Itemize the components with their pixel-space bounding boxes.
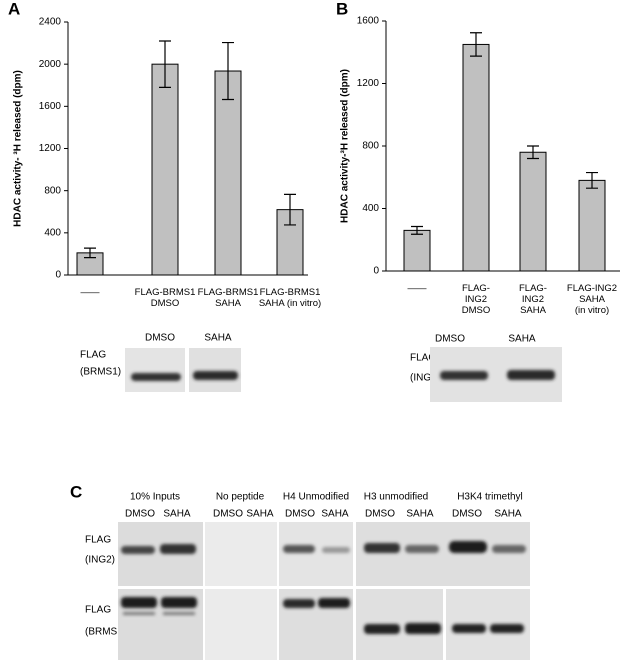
gel [118,522,530,660]
lane-label: DMSO [125,509,155,520]
lane-label: DMSO [365,509,395,520]
bar [462,43,490,272]
bar [151,63,179,276]
lane-label: DMSO [145,333,175,344]
gel [430,347,562,402]
x-tick-label: —— [80,287,100,298]
lane-label: SAHA [494,509,522,520]
y-tick-label: 2400 [39,17,62,28]
error-bar [284,193,296,226]
x-tick-label: FLAG- ING2 SAHA [519,283,547,316]
x-tick-label: FLAG-BRMS1 DMSO [134,287,196,309]
x-tick-label: FLAG-ING2 SAHA (in vitro) [566,283,618,316]
panel-letter: C [70,482,82,501]
panel-letter: A [8,0,20,18]
lane-label: SAHA [406,509,434,520]
y-tick-label: 1200 [357,78,380,89]
group-label: H4 Unmodified [283,492,349,503]
error-bar [222,41,234,101]
error-bar [159,40,171,88]
y-tick-label: 0 [55,270,61,281]
error-bar [527,145,539,160]
y-tick-label: 1600 [39,101,62,112]
row-label: FLAG [85,605,111,616]
error-bar [470,32,482,57]
lane-label: SAHA [246,509,274,520]
lane-label: DMSO [285,509,315,520]
lane-label: DMSO [452,509,482,520]
row-label: (BRMS1) [80,367,121,378]
group-label: 10% Inputs [130,492,180,503]
row-label: FLAG [410,353,436,364]
lane-label: SAHA [508,334,536,345]
y-tick-label: 1600 [357,16,380,27]
lane-label: SAHA [204,333,232,344]
y-axis-title: HDAC activity-³H released (dpm) [340,69,351,223]
row-label: (BRMS1) [85,627,126,638]
lane-label: DMSO [213,509,243,520]
gel [125,348,241,392]
panel-letter: B [336,0,348,18]
y-tick-label: 0 [373,266,379,277]
bar [403,229,431,272]
row-label: FLAG [85,535,111,546]
bar [214,70,242,276]
y-tick-label: 2000 [39,59,62,70]
group-label: H3 unmodified [364,492,428,503]
group-label: No peptide [216,492,265,503]
lane-label: SAHA [163,509,191,520]
error-bar [586,171,598,189]
error-bar [411,225,423,235]
x-tick-label: FLAG-BRMS1 SAHA (in vitro) [258,287,322,309]
x-tick-label: FLAG-BRMS1 SAHA [197,287,259,309]
y-tick-label: 400 [44,227,61,238]
y-tick-label: 800 [362,141,379,152]
lane-label: SAHA [321,509,349,520]
y-tick-label: 400 [362,203,379,214]
x-tick-label: FLAG- ING2 DMSO [461,283,491,316]
group-label: H3K4 trimethyl [457,492,523,503]
y-tick-label: 800 [44,185,61,196]
error-bar [84,247,96,259]
lane-label: DMSO [435,334,465,345]
row-label: FLAG [80,350,106,361]
bar [578,179,606,272]
row-label: (ING2) [410,373,440,384]
y-axis-title: HDAC activity- ³H released (dpm) [13,70,24,227]
bar [519,151,547,272]
x-tick-label: —— [407,283,427,294]
row-label: (ING2) [85,555,115,566]
y-tick-label: 1200 [39,143,62,154]
